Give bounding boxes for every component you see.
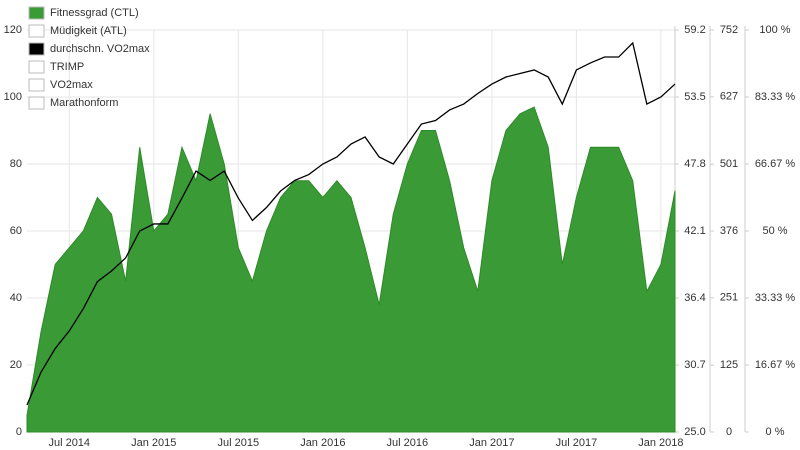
y4-tick-label: 16.67 % <box>755 359 796 371</box>
y4-tick-label: 0 % <box>766 426 785 438</box>
legend-label: VO2max <box>50 79 93 91</box>
x-tick-label: Jan 2016 <box>300 437 345 449</box>
y-tick-label: 40 <box>10 292 22 304</box>
y2-tick-label: 36.4 <box>684 292 705 304</box>
y2-tick-label: 30.7 <box>684 359 705 371</box>
legend-marker <box>28 60 45 74</box>
legend-label: TRIMP <box>50 61 84 73</box>
x-tick-label: Jan 2017 <box>469 437 514 449</box>
x-tick-label: Jul 2016 <box>387 437 429 449</box>
legend-label: Fitnessgrad (CTL) <box>50 7 139 19</box>
legend-marker <box>28 24 45 38</box>
x-tick-label: Jul 2014 <box>48 437 90 449</box>
y4-tick-label: 83.33 % <box>755 91 796 103</box>
y4-tick-label: 50 % <box>762 225 787 237</box>
y2-tick-label: 47.8 <box>684 158 705 170</box>
y3-tick-label: 752 <box>720 24 738 36</box>
y-tick-label: 20 <box>10 359 22 371</box>
x-tick-label: Jan 2015 <box>131 437 176 449</box>
y-tick-label: 100 <box>4 91 22 103</box>
y4-tick-label: 66.67 % <box>755 158 796 170</box>
x-tick-label: Jul 2017 <box>556 437 598 449</box>
y3-tick-label: 501 <box>720 158 738 170</box>
legend-label: Müdigkeit (ATL) <box>50 25 127 37</box>
line <box>26 41 676 406</box>
y-tick-label: 120 <box>4 24 22 36</box>
y2-tick-label: 25.0 <box>684 426 705 438</box>
y3-tick-label: 376 <box>720 225 738 237</box>
y-tick-label: 80 <box>10 158 22 170</box>
y3-tick-label: 125 <box>720 359 738 371</box>
y3-tick-label: 0 <box>726 426 732 438</box>
y2-tick-label: 53.5 <box>684 91 705 103</box>
legend-marker <box>28 42 45 56</box>
legend-marker <box>28 6 45 20</box>
y-tick-label: 0 <box>16 426 22 438</box>
legend-marker <box>28 96 45 110</box>
y4-tick-label: 33.33 % <box>755 292 796 304</box>
y2-tick-label: 59.2 <box>684 24 705 36</box>
x-tick-label: Jan 2018 <box>638 437 683 449</box>
area <box>26 106 676 433</box>
legend-label: durchschn. VO2max <box>50 43 150 55</box>
legend-label: Marathonform <box>50 97 118 109</box>
x-tick-label: Jul 2015 <box>218 437 260 449</box>
y3-tick-label: 627 <box>720 91 738 103</box>
y2-tick-label: 42.1 <box>684 225 705 237</box>
legend-marker <box>28 78 45 92</box>
y3-tick-label: 251 <box>720 292 738 304</box>
y-tick-label: 60 <box>10 225 22 237</box>
y4-tick-label: 100 % <box>759 24 790 36</box>
